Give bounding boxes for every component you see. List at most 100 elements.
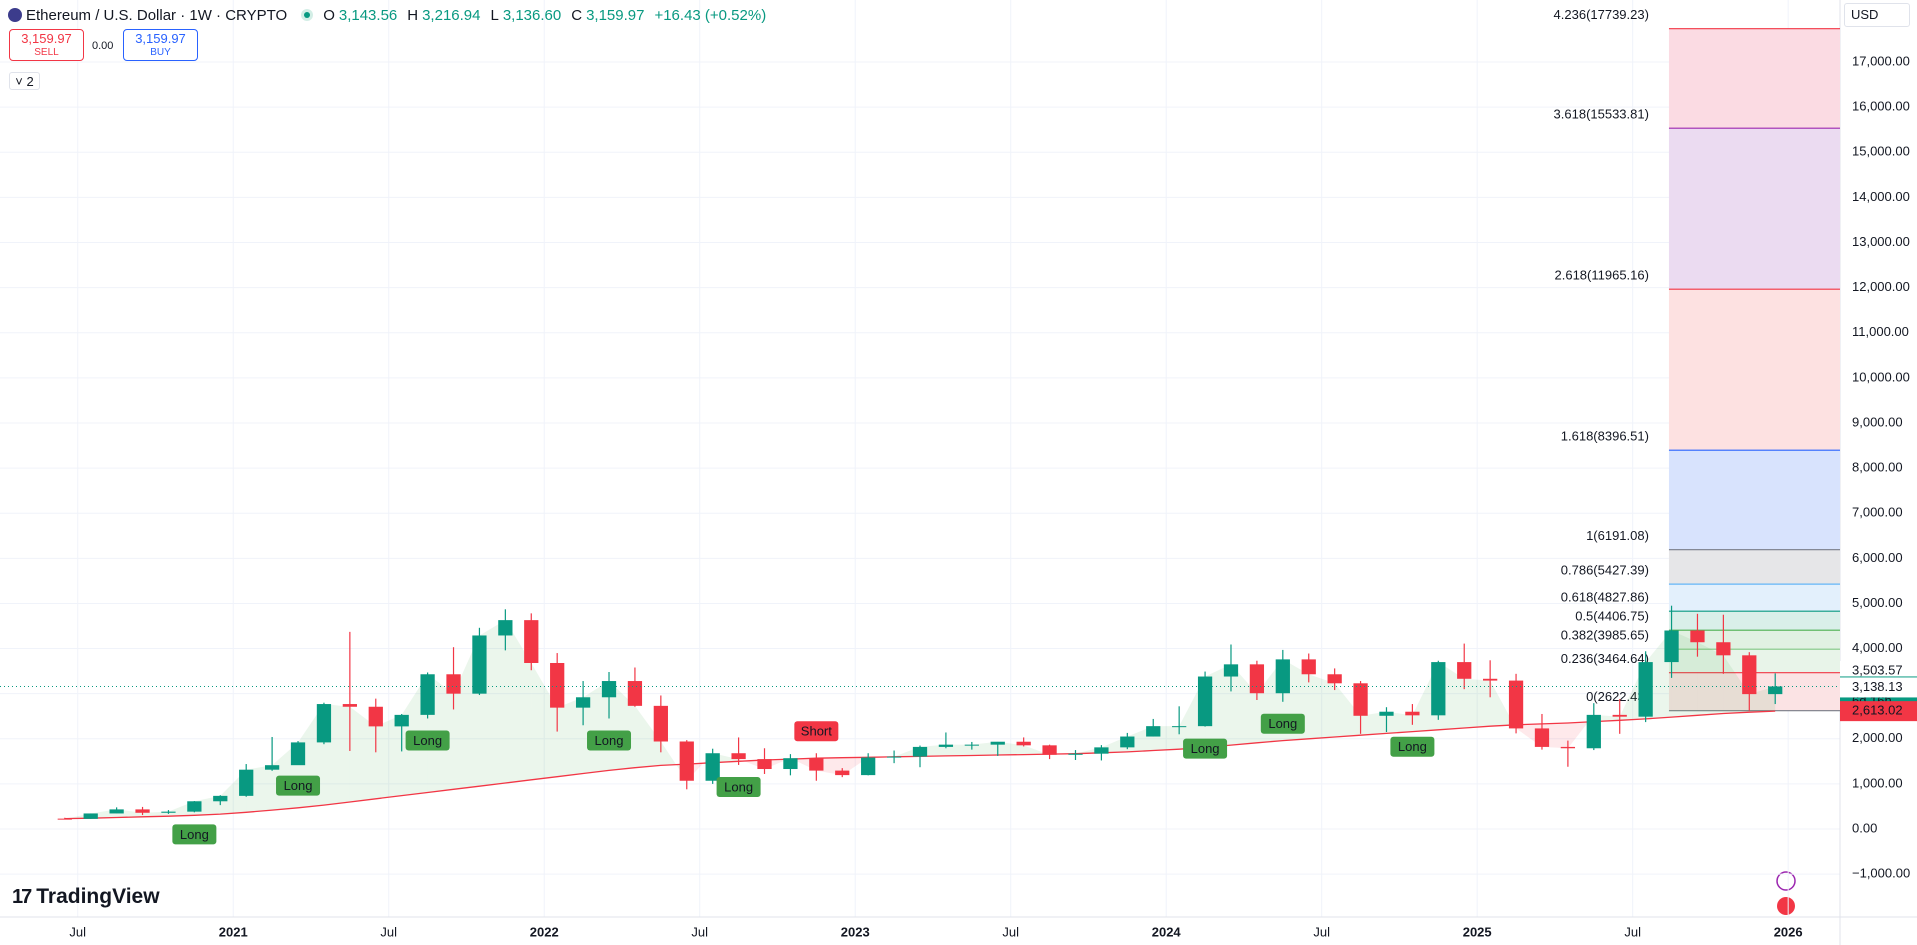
sell-price: 3,159.97	[21, 31, 72, 46]
sell-button[interactable]: 3,159.97 SELL	[9, 29, 84, 61]
y-tick-label: 10,000.00	[1852, 369, 1910, 384]
candle-body	[1560, 746, 1576, 749]
candle-body	[420, 674, 435, 715]
y-tick-label: 15,000.00	[1852, 144, 1910, 159]
x-tick-label: 2025	[1463, 924, 1492, 939]
symbol-header: Ethereum / U.S. Dollar · 1W · CRYPTO O 3,…	[8, 4, 772, 26]
candle-body	[472, 635, 487, 694]
market-status[interactable]	[301, 9, 314, 21]
candle-body	[835, 770, 850, 776]
candle-body	[705, 753, 720, 781]
x-tick-label: Jul	[691, 924, 708, 939]
candle-body	[1768, 686, 1783, 695]
fib-band	[1668, 128, 1840, 290]
candle-body	[550, 662, 565, 708]
candle-body	[601, 681, 617, 698]
candle-body	[1664, 630, 1679, 663]
signal-label: Long	[1398, 739, 1427, 754]
x-tick-label: 2023	[841, 924, 870, 939]
signal-badge	[1260, 713, 1305, 734]
candle-body	[757, 759, 772, 770]
signal-badge	[716, 776, 761, 797]
signal-label: Long	[413, 733, 442, 748]
fib-band	[1668, 289, 1840, 451]
fib-band	[1668, 28, 1840, 129]
buy-button[interactable]: 3,159.97 BUY	[123, 29, 198, 61]
candle-body	[1586, 714, 1601, 749]
signal-badge	[1390, 736, 1435, 757]
ohlc-value: 3,136.60	[502, 6, 562, 24]
candle-body	[1016, 741, 1031, 746]
y-tick-label: 7,000.00	[1852, 505, 1903, 520]
candle-body	[938, 744, 954, 747]
candle-body	[1534, 728, 1550, 747]
signal-label: Short	[801, 724, 832, 739]
candle-body	[1249, 664, 1265, 694]
ohlc-value: 3,159.97	[586, 6, 645, 24]
cloud-segment	[1308, 674, 1335, 739]
cloud-segment	[686, 753, 713, 781]
price-marker-label: 2,613.02	[1852, 703, 1903, 718]
candles	[57, 605, 1783, 820]
candle-body	[1431, 662, 1446, 716]
fib-band	[1668, 630, 1840, 650]
y-tick-label: 1,000.00	[1852, 775, 1903, 790]
candle-body	[1301, 659, 1316, 675]
x-tick-label: Jul	[1313, 924, 1330, 939]
signal-label: Long	[180, 827, 209, 842]
candle-body	[1042, 745, 1057, 755]
ohlc-key: L	[490, 6, 499, 24]
cloud-segment	[142, 811, 169, 817]
y-tick-label: 16,000.00	[1852, 99, 1910, 114]
cloud-segment	[945, 744, 972, 756]
fib-label: 0.382(3985.65)	[1561, 628, 1649, 643]
signals: Long Long Long Long Long Short Long Long Long	[172, 713, 1435, 845]
candle-body	[1172, 726, 1187, 728]
candle-body	[1068, 753, 1083, 755]
candle-body	[731, 753, 746, 760]
cloud-segment	[1023, 745, 1050, 755]
candle-body	[498, 620, 513, 636]
candle-body	[57, 818, 72, 820]
cloud-segment	[634, 705, 661, 768]
candle-body	[861, 757, 876, 776]
y-tick-label: 4,000.00	[1852, 640, 1903, 655]
signal-badge	[405, 730, 450, 751]
price-marker	[1840, 660, 1917, 681]
indicators-toggle[interactable]: ˅ 2	[9, 72, 40, 90]
currency-select[interactable]: USD	[1844, 3, 1910, 27]
y-tick-label: 13,000.00	[1852, 234, 1910, 249]
fib-label: 3.618(15533.81)	[1554, 107, 1649, 122]
candle-body	[524, 620, 539, 663]
candle-body	[679, 741, 694, 781]
cloud-segment	[1723, 655, 1750, 714]
buy-price: 3,159.97	[135, 31, 186, 46]
signal-badge	[587, 730, 632, 751]
fib-label: 2.618(11965.16)	[1555, 268, 1649, 283]
price-change: +16.43 (+0.52%)	[654, 6, 767, 24]
signal-label: Long	[1191, 741, 1220, 756]
symbol-title[interactable]: Ethereum / U.S. Dollar · 1W · CRYPTO	[26, 6, 288, 24]
candle-body	[187, 801, 202, 812]
fib-extension: 4.236(17739.23) 3.618(15533.81) 2.618(1196…	[1554, 7, 1840, 712]
price-marker-label: 3,138.13	[1852, 679, 1903, 694]
candle-body	[368, 706, 383, 727]
candle-body	[394, 714, 409, 727]
candle-body	[1612, 714, 1627, 717]
icon[interactable]	[1777, 897, 1795, 915]
y-tick-label: 2,000.00	[1852, 730, 1903, 745]
candle-body	[575, 697, 591, 708]
fib-band	[1668, 450, 1840, 550]
candle-body	[1457, 662, 1472, 679]
fib-label: 0.5(4406.75)	[1575, 609, 1649, 624]
y-tick-label: 6,000.00	[1852, 550, 1903, 565]
icon[interactable]	[1776, 871, 1796, 891]
candle-body	[1716, 642, 1731, 656]
candle-body	[1120, 736, 1135, 748]
signal-label: Long	[284, 778, 313, 793]
cloud-segment	[1697, 642, 1724, 716]
cloud-segment	[1334, 683, 1361, 737]
indicators-count: 2	[26, 74, 34, 89]
